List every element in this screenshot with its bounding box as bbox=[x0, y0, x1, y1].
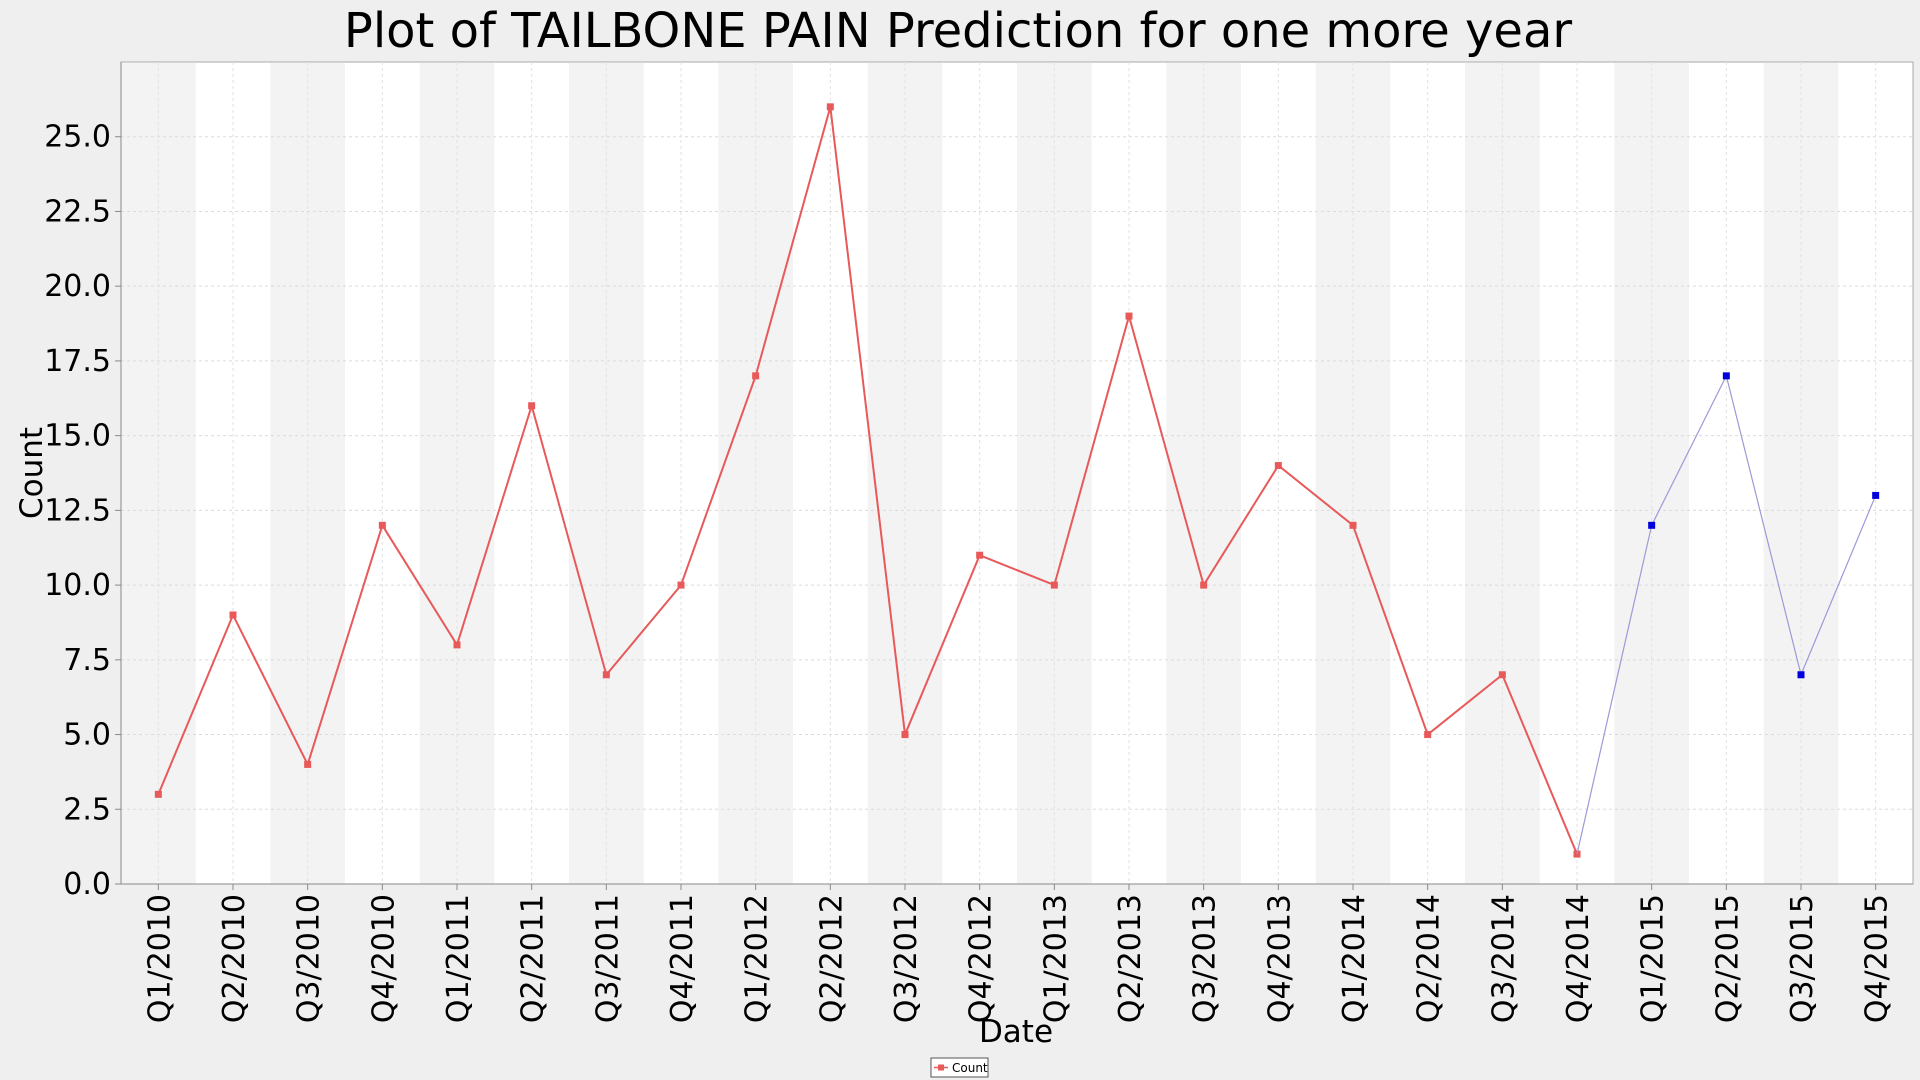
x-tick-label: Q4/2014 bbox=[1561, 894, 1596, 1023]
x-tick-label: Q3/2014 bbox=[1486, 894, 1521, 1023]
y-tick-label: 12.5 bbox=[44, 493, 111, 528]
data-point bbox=[602, 671, 610, 679]
x-tick-label: Q4/2011 bbox=[665, 894, 700, 1023]
series-layer bbox=[154, 103, 1880, 858]
y-tick-label: 10.0 bbox=[44, 568, 111, 603]
data-point bbox=[304, 760, 312, 768]
x-axis: Q1/2010 Q2/2010 Q3/2010 Q4/2010 Q1/2011 Q2/20… bbox=[121, 883, 1913, 1023]
y-tick-label: 22.5 bbox=[44, 194, 111, 229]
data-point bbox=[1498, 671, 1506, 679]
x-tick-label: Q3/2015 bbox=[1785, 894, 1820, 1023]
x-tick-label: Q1/2014 bbox=[1337, 894, 1372, 1023]
data-point bbox=[901, 731, 909, 739]
series-line bbox=[157, 106, 1578, 855]
chart-title: Plot of TAILBONE PAIN Prediction for one… bbox=[344, 3, 1572, 59]
y-tick-label: 5.0 bbox=[63, 718, 111, 753]
y-tick-label: 2.5 bbox=[63, 792, 111, 827]
data-point bbox=[677, 581, 685, 589]
x-tick-label: Q4/2012 bbox=[964, 894, 999, 1023]
data-point bbox=[752, 372, 760, 380]
data-point bbox=[528, 402, 536, 410]
x-tick-label: Q3/2010 bbox=[292, 894, 327, 1023]
data-point bbox=[1050, 581, 1058, 589]
data-point bbox=[1797, 671, 1805, 679]
x-tick-label: Q2/2015 bbox=[1710, 894, 1745, 1023]
y-axis-label: Count bbox=[14, 427, 50, 519]
x-tick-label: Q2/2014 bbox=[1412, 894, 1447, 1023]
x-tick-label: Q2/2011 bbox=[516, 894, 551, 1023]
data-point bbox=[1648, 521, 1656, 529]
data-point bbox=[826, 103, 834, 111]
data-point bbox=[976, 551, 984, 559]
x-tick-label: Q2/2012 bbox=[814, 894, 849, 1023]
data-point bbox=[453, 641, 461, 649]
x-tick-label: Q3/2013 bbox=[1188, 894, 1223, 1023]
data-point bbox=[1200, 581, 1208, 589]
y-tick-label: 0.0 bbox=[63, 867, 111, 902]
data-point bbox=[1872, 491, 1880, 499]
y-axis: 0.0 2.5 5.0 7.5 10.0 12.5 15.0 17.5 20.0 22.5 25.0 bbox=[44, 62, 122, 902]
category-bands bbox=[121, 63, 1839, 884]
data-point bbox=[154, 790, 162, 798]
x-tick-label: Q1/2011 bbox=[441, 894, 476, 1023]
x-tick-label: Q2/2013 bbox=[1113, 894, 1148, 1023]
x-tick-label: Q1/2012 bbox=[740, 894, 775, 1023]
legend-label: Count bbox=[952, 1061, 988, 1075]
x-tick-label: Q3/2012 bbox=[889, 894, 924, 1023]
y-tick-label: 17.5 bbox=[44, 344, 111, 379]
y-tick-label: 15.0 bbox=[44, 419, 111, 454]
data-point bbox=[1125, 312, 1133, 320]
data-point bbox=[1424, 731, 1432, 739]
legend-box bbox=[930, 1057, 989, 1078]
x-tick-label: Q4/2015 bbox=[1860, 894, 1895, 1023]
y-tick-label: 7.5 bbox=[63, 643, 111, 678]
y-tick-label: 25.0 bbox=[44, 120, 111, 155]
legend: Count bbox=[930, 1057, 989, 1078]
x-tick-label: Q3/2011 bbox=[590, 894, 625, 1023]
x-tick-label: Q2/2010 bbox=[217, 894, 252, 1023]
data-point bbox=[1722, 372, 1730, 380]
x-tick-label: Q1/2013 bbox=[1038, 894, 1073, 1023]
x-tick-label: Q1/2015 bbox=[1636, 894, 1671, 1023]
y-tick-label: 20.0 bbox=[44, 269, 111, 304]
x-axis-label: Date bbox=[979, 1014, 1053, 1050]
grid-lines bbox=[121, 62, 1913, 885]
data-point bbox=[229, 611, 237, 619]
series-1 bbox=[1576, 372, 1880, 855]
x-tick-label: Q4/2013 bbox=[1262, 894, 1297, 1023]
x-tick-label: Q1/2010 bbox=[142, 894, 177, 1023]
data-point bbox=[1274, 462, 1282, 470]
data-point bbox=[1349, 521, 1357, 529]
data-point bbox=[378, 521, 386, 529]
legend-marker bbox=[938, 1064, 944, 1071]
x-tick-label: Q4/2010 bbox=[366, 894, 401, 1023]
